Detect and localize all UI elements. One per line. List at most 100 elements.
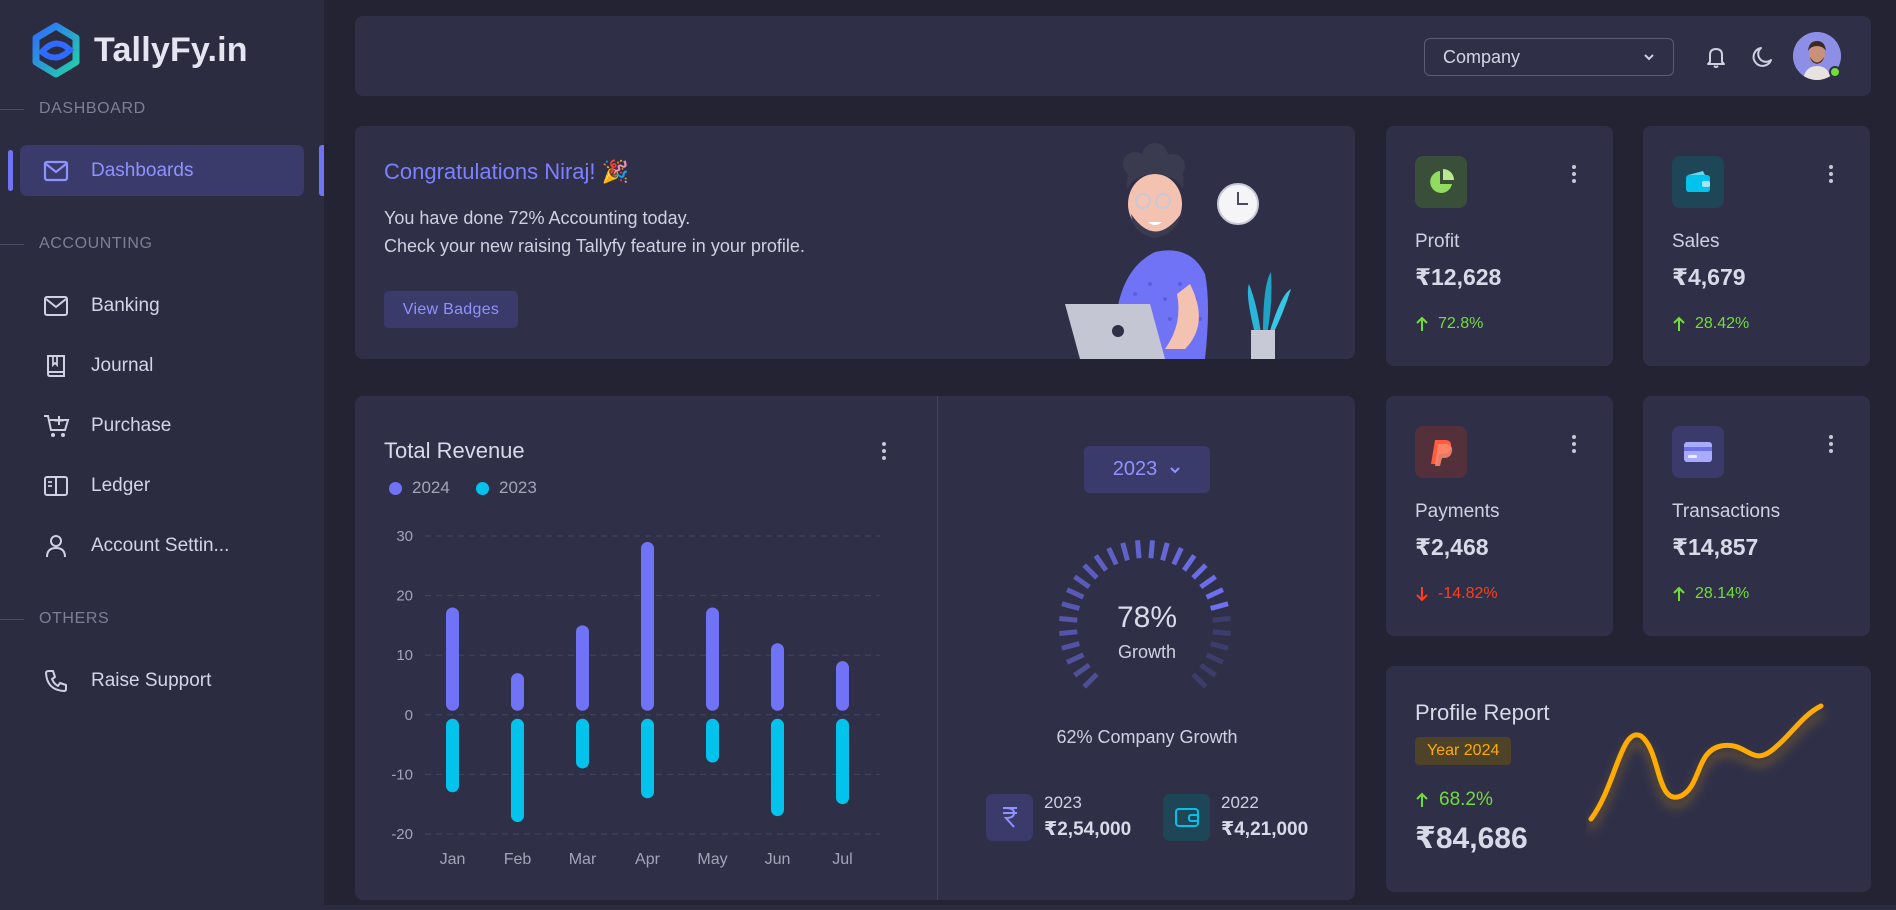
stat-change: 28.14% [1672, 585, 1749, 603]
gauge-segment [1061, 601, 1080, 611]
arrow-up-icon [1673, 316, 1685, 331]
gauge-segment [1199, 574, 1217, 590]
section-label-dashboard: DASHBOARD [0, 100, 146, 118]
sidebar-item-raise-support[interactable]: Raise Support [20, 655, 304, 706]
sidebar-item-purchase[interactable]: Purchase [20, 400, 304, 451]
divider [937, 396, 938, 900]
bar-2024-Jul [836, 661, 849, 711]
legend-item-2024: 2024 [389, 478, 450, 498]
gauge-segment [1160, 542, 1170, 561]
sidebar: TallyFy.in DASHBOARD Dashboards ACCOUNTI… [0, 0, 324, 910]
gauge-segment [1205, 587, 1224, 600]
stat-change: -14.82% [1415, 585, 1498, 603]
sidebar-item-account-settings[interactable]: Account Settin... [20, 520, 304, 571]
bar-2024-May [706, 607, 719, 711]
x-tick-label: Feb [504, 851, 532, 868]
y-tick-label: 10 [396, 647, 413, 664]
gauge-segment [1120, 542, 1130, 561]
phone-icon [42, 667, 70, 695]
gauge-segment [1199, 662, 1217, 678]
revenue-title: Total Revenue [384, 438, 525, 463]
brand-name: TallyFy.in [94, 30, 248, 69]
sidebar-item-banking[interactable]: Banking [20, 280, 304, 331]
year-dropdown-button[interactable]: 2023 [1084, 446, 1210, 493]
stat-label: Transactions [1672, 501, 1781, 522]
gauge-segment [1212, 616, 1231, 623]
book-open-icon [42, 472, 70, 500]
gauge-segment [1073, 662, 1091, 678]
online-status-dot [1829, 66, 1841, 78]
brand-logo[interactable]: TallyFy.in [28, 22, 248, 78]
x-tick-label: Mar [569, 851, 597, 868]
arrow-up-icon [1416, 792, 1428, 807]
sidebar-item-label: Journal [91, 354, 154, 376]
bar-2024-Feb [511, 673, 524, 711]
bell-icon[interactable] [1701, 42, 1731, 72]
y-tick-label: 0 [405, 707, 413, 724]
legend-item-2023: 2023 [476, 478, 537, 498]
more-options-icon[interactable] [1821, 432, 1841, 456]
sidebar-item-label: Dashboards [91, 159, 194, 181]
sidebar-item-label: Banking [91, 294, 160, 316]
gauge-segment [1066, 652, 1085, 665]
logo-icon [32, 22, 80, 78]
paypal-icon [1415, 426, 1467, 478]
total-revenue-card: Total Revenue 2024 2023 30 20 10 0 -10 -20 Jan… [355, 396, 1355, 900]
arrow-down-icon [1416, 587, 1428, 602]
sidebar-item-journal[interactable]: Journal [20, 340, 304, 391]
profile-sparkline [1588, 703, 1824, 822]
bar-2023-May [706, 718, 719, 763]
stat-label: Profit [1415, 231, 1460, 252]
y-tick-label: -20 [391, 826, 413, 843]
x-tick-label: Jan [440, 851, 466, 868]
mail-icon [42, 157, 70, 185]
company-select[interactable]: Company [1424, 38, 1674, 76]
stat-change-value: 72.8% [1438, 315, 1484, 332]
section-label-others: OTHERS [0, 610, 109, 628]
gauge-segment [1135, 540, 1142, 559]
more-options-icon[interactable] [1564, 432, 1584, 456]
active-indicator-edge [319, 145, 324, 196]
top-navbar: Company [355, 16, 1871, 96]
profile-value: ₹84,686 [1415, 822, 1528, 855]
view-badges-button[interactable]: View Badges [384, 291, 518, 328]
pie-chart-icon [1415, 156, 1467, 208]
x-tick-label: Apr [635, 851, 661, 868]
company-growth-text: 62% Company Growth [1056, 727, 1238, 747]
bar-2023-Mar [576, 718, 589, 769]
bar-2023-Jul [836, 718, 849, 805]
sidebar-item-ledger[interactable]: Ledger [20, 460, 304, 511]
moon-icon[interactable] [1748, 42, 1778, 72]
more-options-icon[interactable] [1564, 162, 1584, 186]
gauge-segment [1061, 641, 1080, 651]
sidebar-item-dashboards[interactable]: Dashboards [20, 145, 304, 196]
gauge-segment [1059, 629, 1078, 636]
stat-change-value: 28.42% [1695, 315, 1750, 332]
gauge-segment [1210, 601, 1229, 611]
more-options-icon[interactable] [874, 439, 894, 463]
stat-card-transactions: Transactions ₹14,857 28.14% [1643, 396, 1870, 636]
stat-label: Sales [1672, 231, 1720, 252]
bar-2024-Jan [446, 607, 459, 711]
sidebar-item-label: Ledger [91, 474, 151, 496]
year-dropdown-value: 2023 [1112, 458, 1158, 480]
bar-2023-Jan [446, 718, 459, 793]
stat-card-profit: Profit ₹12,628 72.8% [1386, 126, 1613, 366]
arrow-up-icon [1673, 586, 1685, 601]
gauge-segment [1210, 641, 1229, 651]
more-options-icon[interactable] [1821, 162, 1841, 186]
mini-stat-value: ₹4,21,000 [1221, 819, 1309, 840]
company-select-value: Company [1443, 46, 1521, 67]
user-icon [42, 532, 70, 560]
stat-change-value: 28.14% [1695, 585, 1750, 602]
arrow-up-icon [1416, 316, 1428, 331]
legend-label: 2024 [412, 478, 450, 497]
growth-gauge [1059, 540, 1231, 689]
footer-edge [324, 905, 1896, 910]
y-tick-label: 20 [396, 588, 413, 605]
book-icon [42, 352, 70, 380]
gauge-segment [1191, 672, 1208, 689]
stat-value: ₹4,679 [1672, 264, 1746, 290]
active-indicator [8, 150, 13, 191]
welcome-line-1: You have done 72% Accounting today. [384, 208, 691, 228]
